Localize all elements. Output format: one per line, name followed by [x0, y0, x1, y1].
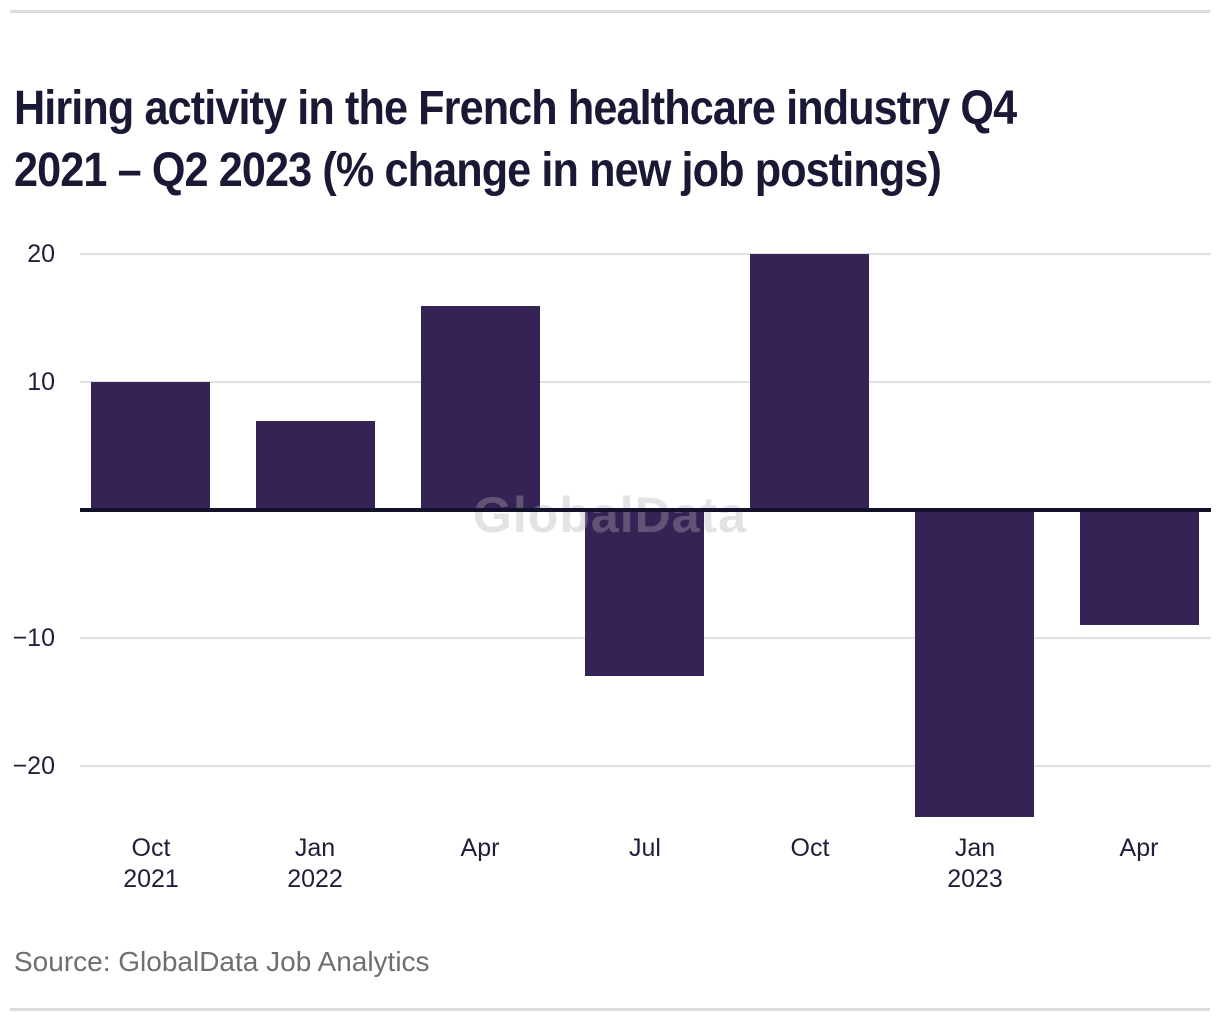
chart-title-line1: Hiring activity in the French healthcare… [14, 82, 1017, 136]
bar-jul [585, 510, 704, 676]
x-axis-tick-line: Jan [294, 834, 336, 862]
x-axis-tick-label-apr: Apr [400, 833, 560, 864]
y-axis-tick-label-10: 10 [27, 368, 55, 396]
x-axis-tick-line: Jul [629, 834, 661, 862]
chart-title: Hiring activity in the French healthcare… [14, 78, 1017, 202]
gridline-10 [80, 381, 1211, 383]
x-axis-tick-label-apr: Apr [1059, 833, 1219, 864]
bottom-divider-rule [10, 1008, 1210, 1011]
bar-apr [1080, 510, 1199, 625]
bar-apr [421, 306, 540, 510]
source-attribution: Source: GlobalData Job Analytics [14, 946, 430, 977]
x-axis-tick-line: Apr [460, 834, 500, 862]
x-axis-tick-line: 2021 [123, 865, 179, 893]
x-axis-tick-line: Oct [131, 834, 171, 862]
gridline-20 [80, 253, 1211, 255]
bar-jan-2023 [915, 510, 1034, 817]
chart-title-line2: 2021 – Q2 2023 (% change in new job post… [14, 144, 942, 198]
top-divider-rule [10, 10, 1210, 13]
x-axis-tick-line: 2023 [947, 865, 1003, 893]
x-axis-tick-line: Oct [790, 834, 830, 862]
bar-oct-2021 [91, 382, 210, 510]
y-axis-tick-label--20: −20 [12, 752, 55, 780]
x-axis-tick-label-oct-2021: Oct 2021 [71, 833, 231, 895]
x-axis-tick-label-oct: Oct [730, 833, 890, 864]
bar-oct [750, 254, 869, 510]
x-axis-tick-label-jan-2022: Jan 2022 [235, 833, 395, 895]
x-axis-tick-label-jan-2023: Jan 2023 [895, 833, 1055, 895]
x-axis-tick-label-jul: Jul [565, 833, 725, 864]
y-axis-tick-label-20: 20 [27, 240, 55, 268]
zero-baseline-axis [80, 508, 1211, 512]
y-axis-tick-label--10: −10 [12, 624, 55, 652]
gridline--20 [80, 765, 1211, 767]
x-axis-tick-line: Jan [954, 834, 996, 862]
x-axis-tick-line: Apr [1119, 834, 1159, 862]
bar-jan-2022 [256, 421, 375, 510]
x-axis-tick-line: 2022 [287, 865, 343, 893]
